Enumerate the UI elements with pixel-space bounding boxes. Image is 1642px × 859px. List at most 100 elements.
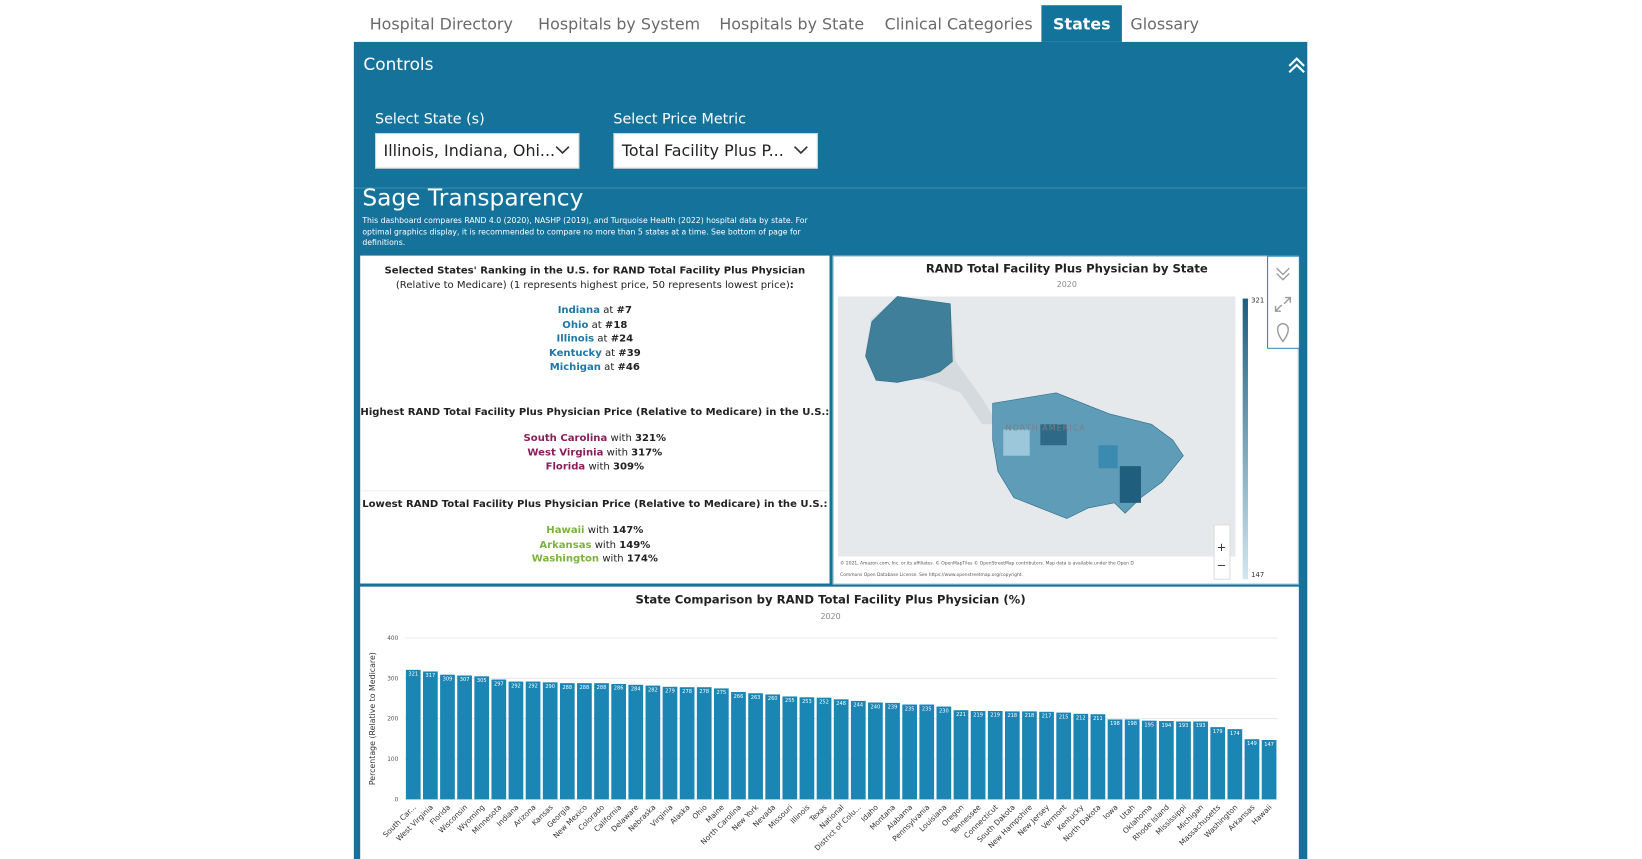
dropdown-arrow [555,146,570,155]
bar [1124,719,1140,800]
chart-card: State Comparison by RAND Total Facility … [360,586,1299,859]
y-tick-label: 400 [387,636,398,642]
map-alaska [865,296,953,383]
bar [1107,719,1123,800]
value-label: 195 [1144,722,1154,728]
value-label: 297 [494,681,504,687]
x-tick-label: Iowa [1101,803,1120,821]
bar [474,676,490,800]
value-label: 230 [939,708,949,714]
state-name: South Carolina [523,432,608,445]
collapse-button[interactable] [1287,57,1308,74]
value-label: 282 [648,687,658,693]
bar [696,687,712,800]
map-zoom-controls[interactable] [1213,524,1231,580]
value-label: 278 [682,689,692,695]
list-item: Washington with 174% [360,552,829,566]
bar [440,674,455,800]
bar [525,681,541,800]
y-axis-title: Percentage (Relative to Medicare) [368,652,377,785]
value-label: 149 [1247,741,1257,747]
state-name: West Virginia [527,446,604,459]
value-label: 288 [562,685,572,691]
bar [765,694,781,800]
value-label: 292 [528,683,538,689]
bar [679,687,695,800]
bar [1193,721,1208,800]
map-toolbar [1267,255,1300,349]
zoom-in[interactable]: + [1217,540,1227,554]
connector: with [587,524,610,537]
item-value: #46 [617,361,640,374]
item-value: 317% [631,446,663,459]
value-label: 239 [888,705,898,711]
value-label: 179 [1213,729,1223,735]
value-label: 218 [1025,713,1035,719]
chart-title: State Comparison by RAND Total Facility … [635,592,1025,606]
value-label: 288 [597,685,607,691]
list-item: South Carolina with 321% [360,432,829,446]
ranking-heading-end: : [789,279,794,291]
map-attribution: Commons Open Database License. See https… [840,572,1023,578]
tab[interactable]: States [1041,5,1123,42]
bar [405,669,421,800]
bar [542,682,558,800]
item-value: #18 [604,319,628,331]
bar [611,683,627,800]
connector: with [588,461,610,473]
zoom-out[interactable]: − [1217,558,1227,572]
value-label: 260 [768,696,778,702]
color-legend [1242,298,1248,580]
value-label: 305 [477,678,487,684]
ranking-heading-bold: Selected States' Ranking in the U.S. for… [384,265,806,277]
map-card: RAND Total Facility Plus Physician by St… [832,255,1300,585]
tab[interactable]: Hospitals by State [719,14,865,34]
lowest-heading: Lowest RAND Total Facility Plus Physicia… [362,498,828,511]
list-item: Florida with 309% [360,460,829,474]
bar [713,688,729,800]
state-name: Indiana [557,304,601,317]
value-label: 263 [751,695,761,701]
bar [457,675,472,800]
chart: State Comparison by RAND Total Facility … [368,592,1278,852]
bar [902,704,917,800]
value-label: 255 [785,698,795,704]
tab[interactable]: Glossary [1130,14,1200,34]
value-label: 309 [443,676,453,682]
highest-heading: Highest RAND Total Facility Plus Physici… [360,406,830,418]
state-name: Hawaii [546,524,585,537]
bar [1039,711,1054,800]
value-label: 317 [426,673,436,679]
toolbar-collapse[interactable] [1276,267,1290,276]
bar [423,671,438,800]
map-region-label: NORTH AMERICA [1005,424,1085,433]
bar [594,683,609,800]
state-select[interactable]: Illinois, Indiana, Ohi... [375,133,580,169]
connector: at [591,319,602,331]
item-value: 174% [626,553,658,565]
value-label: 253 [802,699,812,705]
value-label: 321 [408,672,418,678]
bar [1056,712,1072,800]
connector: with [594,539,617,551]
value-label: 219 [990,713,1000,719]
dropdown-arrow [793,146,808,155]
item-value: 149% [619,539,651,551]
bar [1176,721,1191,800]
value-label: 252 [819,699,829,705]
tab[interactable]: Clinical Categories [884,14,1033,34]
ranking-heading: Selected States' Ranking in the U.S. for… [376,264,814,292]
bar [936,706,952,800]
bar [577,683,592,800]
connector: at [603,304,614,317]
tab[interactable]: Hospitals by System [538,14,701,34]
list-item: Indiana at #7 [360,304,829,318]
tab[interactable]: Hospital Directory [369,14,513,34]
value-label: 174 [1230,731,1240,737]
metric-select[interactable]: Total Facility Plus P... [613,133,818,169]
value-label: 240 [871,704,881,710]
toolbar-pin[interactable] [1276,323,1289,343]
value-label: 194 [1162,723,1172,729]
value-label: 248 [836,701,846,707]
